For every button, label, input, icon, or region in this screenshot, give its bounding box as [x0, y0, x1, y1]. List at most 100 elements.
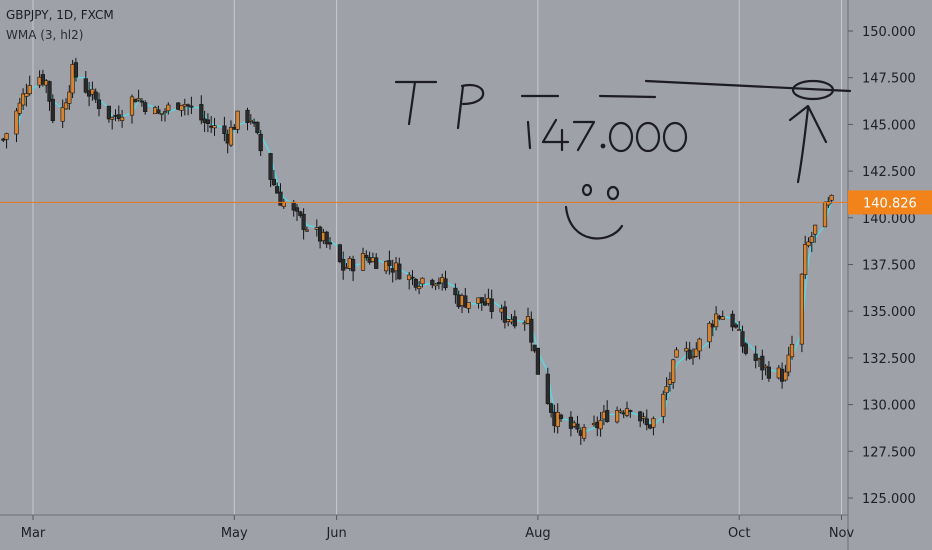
price-axis-bg — [848, 0, 932, 550]
tp-digit-0-b — [635, 121, 661, 153]
tp-digit-0-c — [662, 121, 688, 153]
candle-body — [466, 302, 471, 309]
candle-body — [697, 338, 702, 352]
price-tick-label: 130.000 — [862, 399, 916, 414]
candle-body — [110, 117, 115, 120]
candle-body — [278, 191, 283, 206]
month-tick-label: Aug — [525, 526, 550, 541]
candle-body — [245, 109, 250, 124]
candle-body — [410, 276, 415, 279]
candle-body — [360, 253, 366, 271]
candle-body — [420, 277, 425, 285]
candle-body — [27, 85, 32, 95]
candle-body — [327, 242, 333, 245]
candle-body — [433, 283, 438, 287]
candle-body — [235, 110, 240, 130]
target-circle-icon — [791, 79, 835, 101]
candle-body — [786, 354, 791, 373]
candle-body — [166, 104, 171, 112]
candle-body — [743, 343, 748, 354]
candle-body — [294, 207, 300, 212]
candle-body — [60, 107, 65, 122]
candle-body — [618, 410, 623, 413]
candle-body — [661, 393, 666, 417]
candle-body — [713, 313, 719, 328]
candle-body — [740, 331, 745, 347]
tp-target-line — [644, 79, 852, 93]
time-axis[interactable]: Mar May Jun Aug Oct Nov — [21, 515, 855, 541]
candle-body — [443, 278, 448, 289]
candle-body — [133, 99, 138, 103]
candle-body — [548, 403, 554, 413]
candle-body — [159, 112, 164, 115]
candle-body — [17, 102, 22, 114]
price-tick-label: 145.000 — [862, 118, 916, 133]
price-tick-label: 137.500 — [862, 259, 916, 274]
candle-body — [783, 371, 788, 381]
candle-body — [106, 105, 111, 120]
candle-body — [248, 119, 253, 122]
candle-body — [268, 153, 273, 180]
candle-body — [67, 91, 72, 104]
hand-drawing-annotation[interactable] — [394, 79, 852, 240]
candle-body — [463, 295, 468, 308]
candle-body — [298, 211, 303, 216]
candle-body — [614, 410, 620, 423]
candle-body — [387, 260, 392, 266]
candle-body — [826, 201, 831, 206]
candle-body — [671, 359, 676, 383]
candle-body — [24, 93, 29, 97]
candle-body — [179, 105, 184, 111]
candle-body — [766, 366, 771, 379]
candle-body — [341, 259, 346, 271]
candle-body — [73, 62, 78, 78]
candle-body — [212, 125, 217, 129]
candle-body — [707, 323, 712, 343]
month-tick-label: Mar — [21, 526, 46, 541]
candles — [1, 57, 834, 445]
candle-body — [737, 329, 742, 331]
price-tick-label: 142.500 — [862, 165, 916, 180]
candle-body — [4, 133, 9, 140]
candle-body — [374, 257, 379, 269]
candle-body — [829, 194, 834, 201]
candle-body — [189, 105, 194, 108]
candle-body — [664, 386, 669, 394]
candle-body — [281, 201, 286, 207]
month-tick-label: Jun — [325, 526, 346, 541]
indicator-label: WMA (3, hl2) — [6, 28, 84, 42]
candle-body — [479, 297, 484, 304]
candle-body — [555, 412, 560, 427]
candle-body — [228, 127, 234, 146]
candle-body — [822, 202, 828, 228]
candle-body — [575, 423, 580, 430]
smiley-eye-left — [581, 183, 593, 197]
wma-line — [15, 76, 833, 434]
candle-body — [258, 133, 263, 152]
candle-body — [70, 64, 75, 94]
tp-digit-4 — [541, 118, 570, 152]
arrow-shaft — [796, 106, 810, 184]
candle-body — [304, 229, 310, 232]
arrow-head — [788, 104, 828, 144]
candle-body — [397, 263, 402, 280]
wma-polyline — [15, 76, 833, 434]
candle-body — [644, 418, 649, 426]
candle-body — [14, 110, 19, 135]
month-tick-label: Oct — [728, 526, 750, 541]
candle-body — [545, 373, 550, 404]
candle-body — [222, 125, 227, 135]
candle-body — [383, 261, 389, 272]
current-price-badge — [848, 190, 932, 215]
candle-body — [162, 111, 168, 114]
candle-body — [416, 286, 422, 290]
price-tick-label: 127.500 — [862, 445, 916, 460]
candle-body — [143, 102, 148, 113]
candle-body — [638, 411, 643, 422]
price-axis[interactable]: 150.000 147.500 145.000 142.500 140.000 137.5… — [848, 25, 916, 507]
candle-body — [413, 278, 418, 288]
candle-body — [40, 74, 45, 85]
price-tick-label: 125.000 — [862, 492, 916, 507]
price-tick-label: 132.500 — [862, 352, 916, 367]
